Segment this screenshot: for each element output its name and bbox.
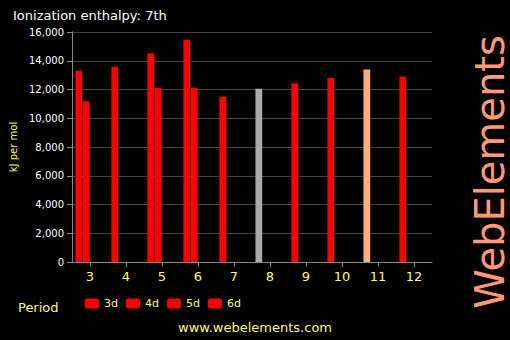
svg-text:3d: 3d xyxy=(104,297,118,310)
svg-text:4: 4 xyxy=(122,269,130,284)
svg-text:5: 5 xyxy=(158,269,166,284)
svg-text:kJ per mol: kJ per mol xyxy=(8,122,19,172)
svg-text:16,000: 16,000 xyxy=(29,27,64,38)
svg-text:4,000: 4,000 xyxy=(35,199,64,210)
svg-text:Period: Period xyxy=(18,300,59,315)
svg-text:0: 0 xyxy=(58,257,64,268)
svg-text:4d: 4d xyxy=(145,297,159,310)
svg-text:8,000: 8,000 xyxy=(35,142,64,153)
svg-text:14,000: 14,000 xyxy=(29,55,64,66)
svg-text:3: 3 xyxy=(86,269,94,284)
svg-text:5d: 5d xyxy=(186,297,200,310)
svg-text:11: 11 xyxy=(370,269,387,284)
svg-text:www.webelements.com: www.webelements.com xyxy=(178,320,332,335)
svg-text:12: 12 xyxy=(406,269,423,284)
svg-text:6: 6 xyxy=(194,269,202,284)
svg-text:WebElements: WebElements xyxy=(467,35,510,309)
svg-text:9: 9 xyxy=(302,269,310,284)
svg-text:Ionization enthalpy: 7th: Ionization enthalpy: 7th xyxy=(13,8,167,23)
svg-text:7: 7 xyxy=(230,269,238,284)
svg-text:10: 10 xyxy=(334,269,351,284)
svg-text:10,000: 10,000 xyxy=(29,113,64,124)
svg-text:6,000: 6,000 xyxy=(35,170,64,181)
svg-text:8: 8 xyxy=(266,269,274,284)
svg-text:2,000: 2,000 xyxy=(35,228,64,239)
svg-text:6d: 6d xyxy=(227,297,241,310)
svg-text:12,000: 12,000 xyxy=(29,84,64,95)
